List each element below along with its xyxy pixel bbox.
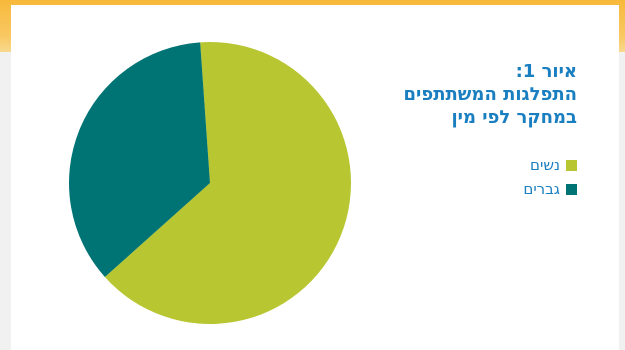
chart-title: איור 1: התפלגות המשתתפים במחקר לפי מין <box>317 60 577 129</box>
chart-title-line-3: במחקר לפי מין <box>451 107 577 128</box>
legend-swatch-men <box>566 183 577 195</box>
legend-item-women: נשים <box>317 153 577 177</box>
chart-title-line-1: איור 1: <box>515 61 577 82</box>
legend-swatch-women <box>566 159 577 171</box>
chart-title-line-2: התפלגות המשתתפים <box>403 84 577 105</box>
legend: נשים גברים <box>317 153 577 201</box>
legend-label-women: נשים <box>530 156 560 174</box>
pie-slice-women <box>104 41 351 324</box>
legend-item-men: גברים <box>317 177 577 201</box>
pie-slice-men <box>68 42 210 277</box>
legend-label-men: גברים <box>523 180 560 198</box>
legend-block: איור 1: התפלגות המשתתפים במחקר לפי מין נ… <box>317 60 577 201</box>
